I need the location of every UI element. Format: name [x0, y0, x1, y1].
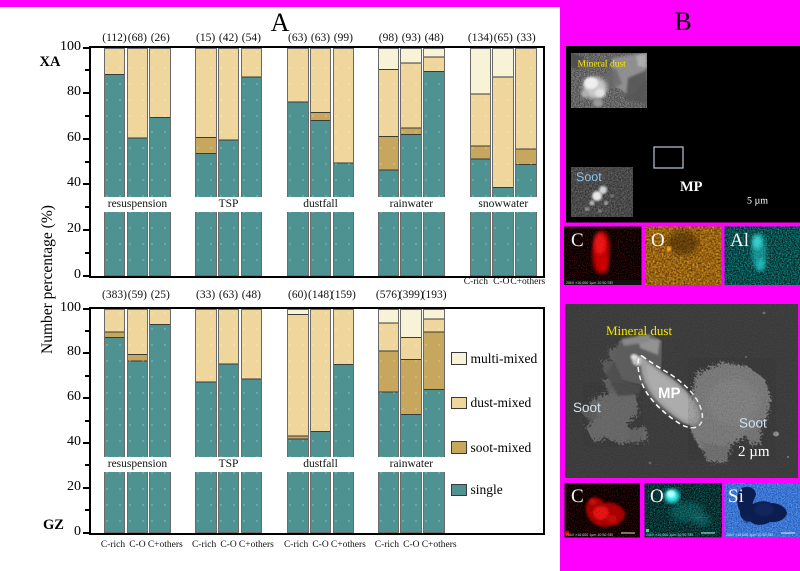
svg-text:Soot: Soot — [573, 400, 601, 415]
svg-text:20kV ×10,000 1µm 10 50 SEI: 20kV ×10,000 1µm 10 50 SEI — [566, 533, 613, 537]
svg-text:Mineral dust: Mineral dust — [578, 60, 627, 70]
svg-text:Mineral dust: Mineral dust — [606, 323, 672, 338]
svg-text:5 µm: 5 µm — [747, 196, 768, 207]
svg-text:O: O — [650, 486, 664, 507]
svg-text:2 µm: 2 µm — [738, 444, 770, 460]
svg-text:20kV ×10,000 1µm 10 50 SEI: 20kV ×10,000 1µm 10 50 SEI — [566, 281, 613, 285]
svg-text:20kV ×10,000 1µm 10 50 SEI: 20kV ×10,000 1µm 10 50 SEI — [726, 533, 773, 537]
svg-text:20kV ×10,000 1µm 10 50 SEI: 20kV ×10,000 1µm 10 50 SEI — [646, 533, 693, 537]
svg-text:Si: Si — [728, 486, 744, 507]
svg-text:C: C — [571, 486, 584, 507]
svg-text:O: O — [651, 230, 665, 251]
svg-text:MP: MP — [680, 179, 703, 195]
svg-text:Soot: Soot — [576, 170, 602, 184]
svg-text:C: C — [571, 230, 584, 251]
svg-text:Soot: Soot — [739, 416, 767, 431]
svg-text:Al: Al — [730, 230, 749, 251]
svg-text:MP: MP — [658, 385, 681, 402]
